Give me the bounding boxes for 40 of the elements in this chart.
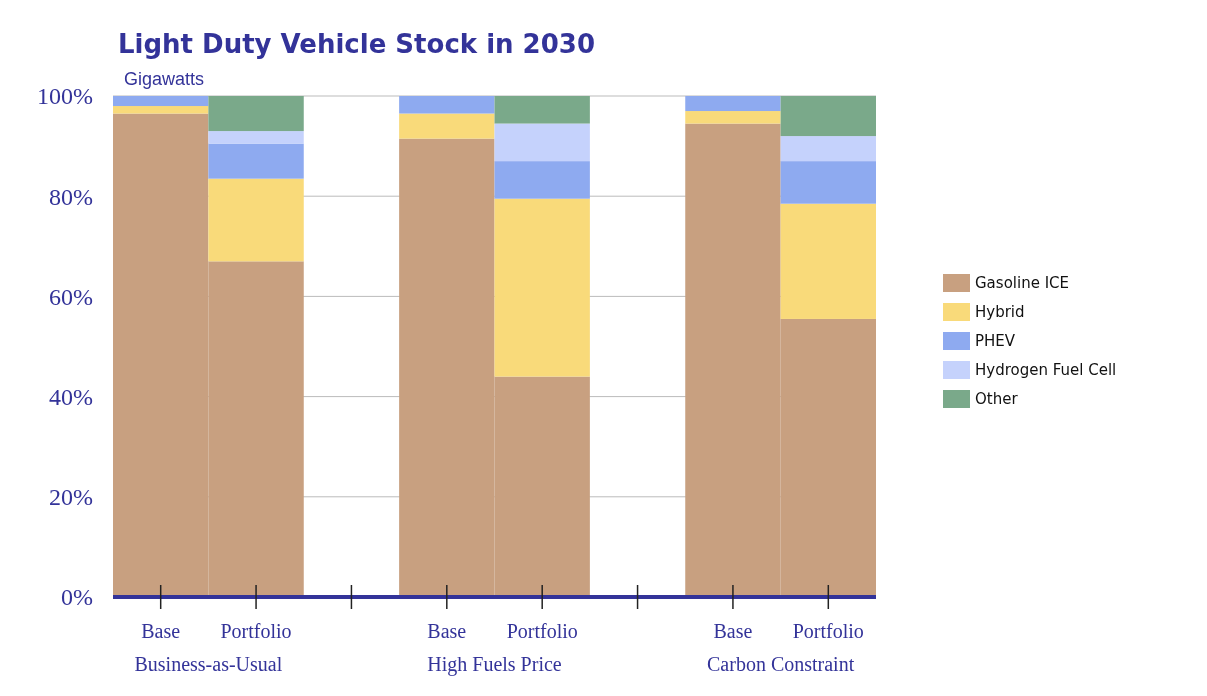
bar [399,113,495,139]
bar [780,136,876,162]
bar [494,96,590,124]
bar [208,143,304,179]
legend-label: Other [975,390,1019,409]
chart-title: Light Duty Vehicle Stock in 2030 [118,29,595,59]
legend-label: Gasoline ICE [975,274,1070,293]
bar [208,131,304,144]
y-tick-label: 60% [49,283,93,310]
text: Business-as-Usual [134,653,283,675]
text: High Fuels Price [427,653,562,676]
y-tick-label: 20% [49,484,93,511]
bar [494,123,590,162]
bar [494,198,590,377]
bar [685,111,781,124]
legend-label: Hydrogen Fuel Cell [975,361,1117,380]
y-tick-label: 40% [49,384,93,410]
y-tick-label: 80% [49,183,93,210]
bar [208,178,304,262]
bar [494,161,590,199]
bar [780,96,876,137]
x-tick-label: Portfolio [792,620,864,642]
x-tick-label: Base [713,620,753,642]
legend-label: Hybrid [975,303,1025,322]
chart-subtitle: Gigawatts [124,69,205,89]
x-tick-label: Base [141,620,181,642]
bar [780,203,876,319]
bar [208,96,304,132]
x-tick-label: Base [427,620,467,642]
bar [399,96,495,114]
bar [113,106,209,114]
y-tick-label: 0% [61,584,93,611]
y-tick-label: 100% [37,83,93,110]
x-tick-label: Portfolio [220,620,292,642]
bar [685,96,781,112]
x-tick-label: Portfolio [506,620,578,642]
legend-label: PHEV [975,332,1016,351]
text: Carbon Constraint [707,653,855,675]
bar [113,96,209,107]
bar [780,161,876,204]
